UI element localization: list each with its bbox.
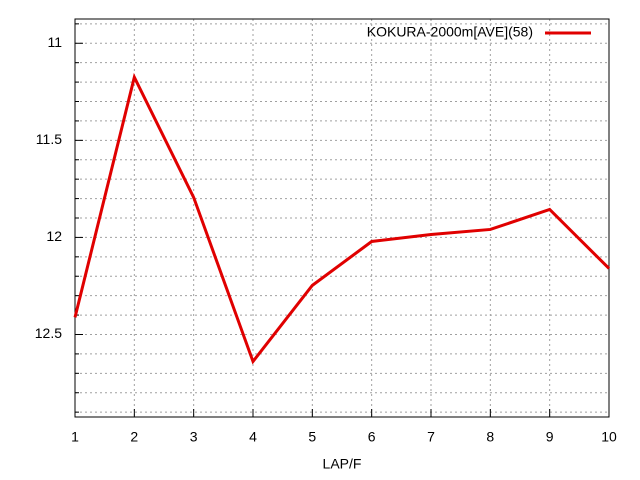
- x-tick-label: 4: [249, 429, 257, 445]
- x-tick-label: 5: [308, 429, 316, 445]
- y-tick-label: 11.5: [36, 131, 62, 147]
- x-tick-label: 2: [130, 429, 138, 445]
- x-tick-label: 3: [190, 429, 198, 445]
- x-tick-label: 8: [486, 429, 494, 445]
- x-tick-label: 7: [427, 429, 435, 445]
- y-tick-label: 11: [47, 34, 62, 50]
- plot-frame: [74, 18, 610, 418]
- x-tick-label: 6: [368, 429, 376, 445]
- data-line: [73, 72, 611, 365]
- legend-label: KOKURA-2000m[AVE](58): [367, 24, 533, 40]
- x-tick-label: 1: [71, 429, 79, 445]
- x-tick-label: 10: [601, 429, 617, 445]
- x-tick-label: 9: [546, 429, 554, 445]
- y-tick-label: 12.5: [35, 325, 62, 341]
- y-tick-label: 12: [46, 228, 62, 244]
- x-axis-label: LAP/F: [323, 456, 362, 472]
